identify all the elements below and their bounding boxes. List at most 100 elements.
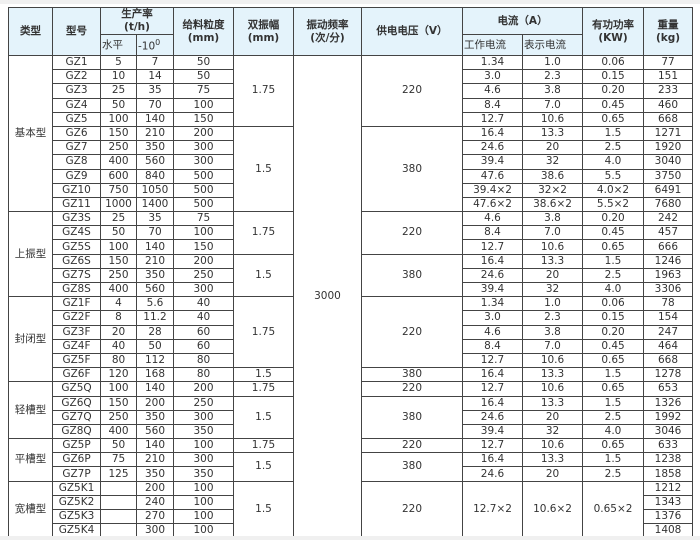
capacity-horizontal-cell: 4 (100, 296, 137, 312)
model-cell: GZ1 (52, 54, 101, 71)
work-current-cell: 8.4 (462, 338, 523, 354)
capacity-incline-cell: 350 (136, 409, 174, 425)
weight-cell: 242 (643, 211, 694, 227)
work-current-cell: 1.34 (462, 296, 523, 312)
capacity-horizontal-cell: 20 (100, 324, 137, 340)
capacity-horizontal-cell: 100 (100, 111, 137, 127)
work-current-cell: 24.6 (462, 267, 523, 284)
capacity-incline-cell: 28 (136, 324, 174, 340)
capacity-horizontal-cell (100, 480, 137, 496)
capacity-horizontal-cell: 250 (100, 267, 137, 284)
table-row: 平槽型 GZ5P 50 140 100 1.75 220 12.7 10.6 0.65 633 (8, 438, 694, 482)
header-current-work: 工作电流 (462, 34, 523, 56)
feed-size-cell: 300 (173, 452, 234, 468)
show-current-cell: 3.8 (521, 324, 584, 340)
work-current-cell: 47.6 (462, 168, 523, 184)
model-cell: GZ8 (52, 154, 101, 170)
capacity-horizontal-cell: 1000 (100, 196, 137, 213)
header-amplitude-label: 双振幅 (247, 18, 280, 31)
capacity-horizontal-cell: 120 (100, 367, 137, 383)
power-cell: 4.0 (582, 154, 645, 170)
header-capacity: 生产率 (t/h) (100, 7, 174, 35)
capacity-horizontal-cell: 40 (100, 338, 137, 354)
power-cell: 0.15 (582, 69, 645, 85)
capacity-incline-cell: 840 (136, 168, 174, 184)
power-cell: 0.45 (582, 338, 645, 354)
table-row: 基本型 GZ1 5 7 50 1.75 3000 220 1.34 1.0 0.06 77 (8, 54, 694, 539)
work-current-cell: 47.6×2 (462, 196, 523, 213)
table-row: GZ5K4 300 100 1408 (9, 523, 694, 539)
header-weight-label: 重量 (657, 18, 679, 31)
bottom-band (0, 536, 700, 540)
weight-cell: 1246 (643, 253, 694, 269)
capacity-horizontal-cell: 50 (100, 225, 137, 241)
feed-size-cell: 40 (173, 296, 234, 312)
power-cell: 2.5 (582, 140, 645, 156)
capacity-incline-cell: 50 (136, 338, 174, 354)
weight-cell: 457 (643, 225, 694, 241)
model-cell: GZ6F (52, 367, 101, 383)
show-current-cell: 1.0 (521, 54, 584, 71)
weight-cell: 666 (643, 239, 694, 255)
model-cell: GZ5S (52, 239, 101, 255)
weight-cell: 151 (643, 69, 694, 85)
capacity-horizontal-cell (100, 494, 137, 511)
model-cell: GZ7Q (52, 409, 101, 425)
work-current-cell: 4.6 (462, 324, 523, 340)
capacity-incline-cell: 1050 (136, 182, 174, 198)
table-row: GZ5K3 270 100 1376 (9, 508, 694, 525)
work-current-cell: 39.4 (462, 154, 523, 170)
feed-size-cell: 75 (173, 211, 234, 227)
weight-cell: 3046 (643, 423, 694, 440)
power-cell: 0.65×2 (582, 480, 645, 539)
feed-size-cell: 80 (173, 367, 234, 383)
work-current-cell: 8.4 (462, 225, 523, 241)
header-current-show: 表示电流 (521, 34, 584, 56)
amplitude-cell: 1.75 (233, 438, 294, 454)
weight-cell: 668 (643, 352, 694, 369)
header-frequency-label: 振动频率 (306, 18, 349, 31)
show-current-cell: 32 (521, 423, 584, 440)
power-cell: 0.45 (582, 225, 645, 241)
work-current-cell: 12.7 (462, 111, 523, 127)
amplitude-cell: 1.75 (233, 211, 294, 255)
show-current-cell: 13.3 (521, 452, 584, 468)
voltage-cell: 380 (361, 395, 463, 440)
model-cell: GZ6P (52, 452, 101, 468)
weight-cell: 3750 (643, 168, 694, 184)
work-current-cell: 39.4 (462, 423, 523, 440)
amplitude-cell: 1.5 (233, 367, 294, 383)
show-current-cell: 7.0 (521, 338, 584, 354)
work-current-cell: 24.6 (462, 409, 523, 425)
table-row: GZ6F 120 168 80 1.5 380 16.4 13.3 1.5 1278 (9, 367, 694, 383)
capacity-incline-cell: 210 (136, 253, 174, 269)
show-current-cell: 10.6 (521, 438, 584, 454)
header-power-unit: (KW) (598, 31, 628, 44)
weight-cell: 247 (643, 324, 694, 340)
weight-cell: 233 (643, 83, 694, 99)
capacity-incline-cell: 140 (136, 381, 174, 397)
capacity-incline-cell: 5.6 (136, 296, 174, 312)
show-current-cell: 32 (521, 154, 584, 170)
table-row: GZ4F 40 50 60 8.4 7.0 0.45 464 (9, 338, 694, 354)
feed-size-cell: 500 (173, 196, 234, 213)
model-cell: GZ3 (52, 83, 101, 99)
table-row: GZ6Q 150 200 250 1.5 380 16.4 13.3 1.5 1326 (9, 395, 694, 440)
header-capacity-label: 生产率 (121, 8, 153, 21)
table-row: 封闭型 GZ1F 4 5.6 40 1.75 220 1.34 1.0 0.06 78 (8, 296, 694, 383)
capacity-incline-cell: 11.2 (136, 310, 174, 326)
work-current-cell: 12.7 (462, 239, 523, 255)
feed-size-cell: 200 (173, 125, 234, 142)
capacity-horizontal-cell: 100 (100, 381, 137, 397)
feed-size-cell: 100 (173, 494, 234, 511)
table-row: GZ2F 8 11.2 40 3.0 2.3 0.15 154 (9, 310, 694, 326)
amplitude-cell: 1.75 (233, 296, 294, 369)
table-row: GZ10 750 1050 500 39.4×2 32×2 4.0×2 6491 (9, 182, 694, 198)
work-current-cell: 16.4 (462, 253, 523, 269)
weight-cell: 7680 (643, 196, 694, 213)
show-current-cell: 38.6 (521, 168, 584, 184)
model-cell: GZ2 (52, 69, 101, 85)
feed-size-cell: 100 (173, 97, 234, 113)
model-cell: GZ5P (52, 438, 101, 454)
show-current-cell: 3.8 (521, 83, 584, 99)
